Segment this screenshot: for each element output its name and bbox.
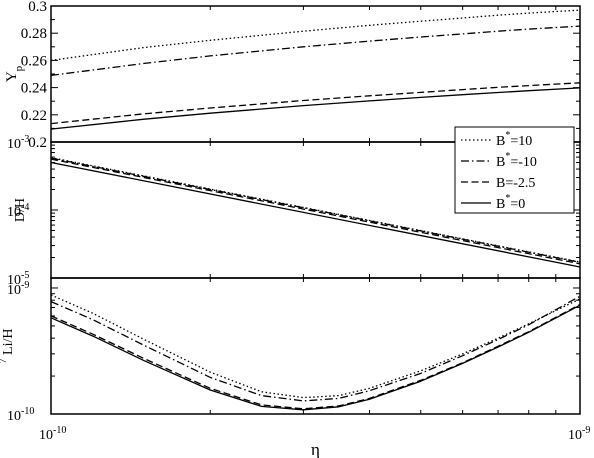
series-line	[50, 157, 581, 263]
legend: B*=10 B*=-10 B=-2.5 B*=0	[454, 126, 575, 214]
y-tick-label: 0.28	[21, 26, 47, 42]
y-axis-label: Yp	[4, 65, 25, 82]
legend-box	[454, 126, 575, 214]
y-tick-label: 10-5	[7, 270, 29, 288]
series-line	[50, 304, 581, 411]
y-axis-label: D/H	[13, 198, 28, 222]
legend-label: B=-2.5	[496, 176, 535, 191]
y-tick-label: 0.22	[21, 108, 47, 124]
panel-middle: 10-5 10-4 10-3	[7, 134, 581, 288]
y-tick-label: 10-10	[7, 406, 34, 424]
series-line	[50, 303, 581, 410]
y-tick-label: 0.3	[28, 0, 47, 15]
panel-bottom: 10-10 10-9	[7, 277, 581, 424]
series-line	[50, 161, 581, 268]
x-axis-label: η	[311, 440, 320, 458]
legend-label: B*=-10	[496, 151, 537, 170]
series-line	[50, 82, 581, 125]
x-tick-label: 10-10	[39, 425, 66, 443]
y-tick-label: 0.2	[28, 135, 47, 151]
plot-frame	[50, 277, 581, 415]
series-line	[50, 87, 581, 130]
x-tick-label: 10-9	[568, 425, 590, 443]
y-tick-label: 0.24	[21, 81, 48, 97]
y-tick-label: 10-4	[7, 202, 29, 220]
y-tick-label: 10-9	[7, 280, 29, 298]
y-axis-label: 7 Li/H	[0, 329, 16, 364]
y-tick-label: 0.26	[21, 53, 48, 69]
series-line	[50, 158, 581, 265]
series-line	[50, 156, 581, 263]
series-line	[50, 25, 581, 77]
plot-frame	[50, 5, 581, 143]
legend-label: B*=0	[496, 193, 525, 212]
y-tick-label: 10-3	[7, 134, 29, 152]
legend-label: B*=10	[496, 130, 532, 149]
series-line	[50, 295, 581, 402]
series-line	[50, 9, 581, 62]
